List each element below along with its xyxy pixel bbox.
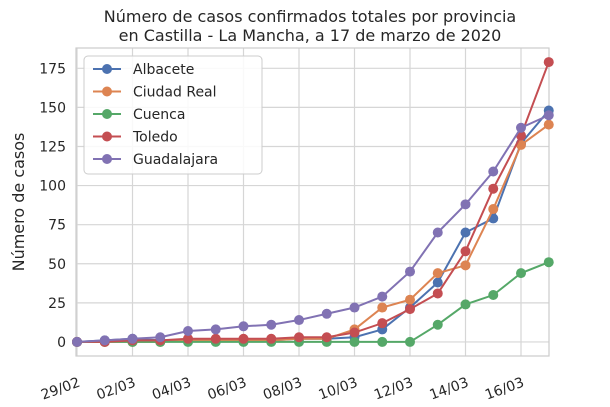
series-layer — [72, 57, 554, 347]
x-tick-label: 04/03 — [150, 375, 193, 404]
data-point — [488, 183, 499, 194]
x-tick-label: 16/03 — [483, 375, 526, 404]
data-point — [543, 257, 554, 268]
legend-label: Guadalajara — [133, 152, 218, 168]
data-point — [488, 166, 499, 177]
x-tick-label: 10/03 — [316, 375, 359, 404]
data-point — [266, 319, 277, 330]
x-tick-label: 08/03 — [261, 375, 304, 404]
y-tick-label: 175 — [39, 61, 66, 77]
data-point — [405, 336, 415, 347]
data-point — [377, 302, 388, 313]
legend: Albacete Ciudad Real Cuenca Toledo Guadalaja… — [83, 55, 263, 175]
data-point — [432, 268, 443, 279]
data-point — [266, 333, 277, 344]
chart-title-line-1: Número de casos confirmados totales por … — [104, 7, 516, 26]
data-point — [349, 336, 360, 347]
data-point — [210, 333, 221, 344]
data-point — [543, 110, 554, 121]
data-point — [432, 288, 443, 299]
legend-marker — [102, 86, 112, 97]
data-point — [377, 318, 388, 329]
data-point — [460, 227, 471, 238]
data-point — [349, 327, 360, 338]
data-point — [543, 119, 554, 130]
series-line — [77, 261, 550, 343]
data-point — [405, 294, 415, 305]
y-tick-label: 0 — [57, 335, 66, 351]
legend-marker — [102, 64, 112, 74]
data-point — [321, 308, 332, 319]
data-point — [183, 325, 193, 336]
legend-label: Cuenca — [133, 107, 185, 123]
data-point — [377, 336, 388, 347]
data-point — [99, 335, 110, 346]
data-point — [294, 332, 304, 343]
data-point — [349, 302, 360, 313]
x-tick-label: 29/02 — [39, 375, 82, 404]
plot-frame — [75, 47, 550, 357]
y-tick-label: 50 — [48, 257, 66, 273]
y-tick-label: 125 — [39, 139, 66, 155]
x-tick-label: 12/03 — [372, 375, 415, 404]
x-tick-label: 02/03 — [94, 375, 137, 404]
data-point — [183, 333, 193, 344]
data-point — [460, 299, 471, 310]
data-point — [210, 324, 221, 335]
x-tick-label: 14/03 — [427, 375, 470, 404]
series-cuenca — [72, 257, 554, 347]
data-point — [127, 333, 138, 344]
legend-label: Albacete — [133, 62, 194, 78]
y-tick-label: 25 — [48, 296, 66, 312]
series-guadalajara — [72, 110, 554, 347]
data-point — [432, 277, 443, 288]
data-point — [460, 246, 471, 257]
y-axis-label: Número de casos — [9, 133, 28, 272]
data-point — [294, 315, 304, 326]
legend-marker — [102, 109, 112, 119]
data-point — [405, 266, 415, 277]
data-point — [155, 332, 166, 343]
data-point — [488, 290, 499, 301]
series-toledo — [72, 57, 554, 347]
legend-marker — [102, 154, 112, 164]
data-point — [377, 291, 388, 302]
x-tick-label: 06/03 — [205, 375, 248, 404]
legend-marker — [102, 131, 112, 142]
data-point — [516, 268, 526, 279]
data-point — [432, 319, 443, 330]
y-tick-label: 100 — [39, 179, 66, 195]
data-point — [460, 260, 471, 271]
data-point — [516, 122, 526, 133]
y-tick-label: 150 — [39, 100, 66, 116]
data-point — [405, 304, 415, 315]
legend-label: Toledo — [132, 130, 178, 146]
data-point — [72, 336, 82, 347]
data-point — [488, 204, 499, 215]
data-point — [543, 57, 554, 68]
chart-title-line-2: en Castilla - La Mancha, a 17 de marzo d… — [119, 26, 502, 45]
data-point — [321, 332, 332, 343]
legend-label: Ciudad Real — [133, 85, 217, 101]
data-point — [238, 333, 249, 344]
y-tick-label: 75 — [48, 218, 66, 234]
legend-box — [83, 55, 263, 175]
data-point — [432, 227, 443, 238]
data-point — [460, 199, 471, 210]
data-point — [238, 321, 249, 332]
